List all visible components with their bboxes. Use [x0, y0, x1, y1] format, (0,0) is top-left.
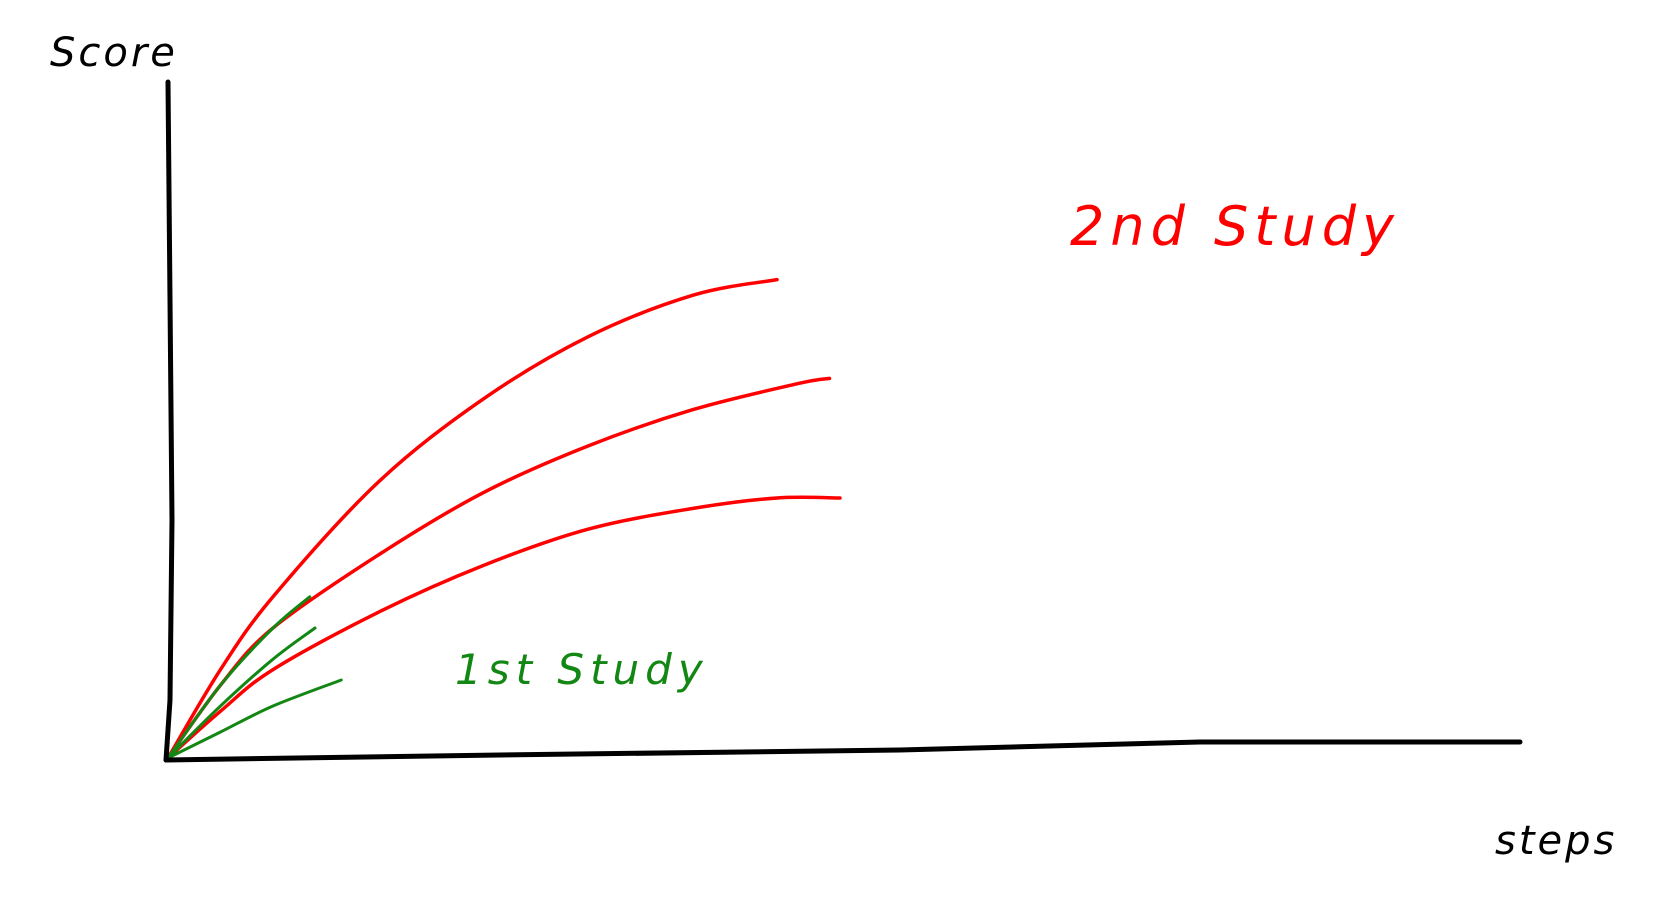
series-line-1st-study-4	[166, 595, 312, 760]
annotation-1st-study: 1st Study	[455, 645, 709, 694]
series-line-2nd-study-2	[166, 376, 832, 760]
series-layer	[166, 277, 842, 760]
annotation-2nd-study: 2nd Study	[1070, 195, 1400, 258]
series-line-2nd-study-3	[166, 495, 842, 760]
y-axis-label: Score	[50, 30, 178, 76]
x-axis-label: steps	[1495, 818, 1618, 864]
series-line-2nd-study-1	[166, 277, 779, 760]
series-line-1st-study-5	[166, 626, 317, 760]
series-line-1st-study-6	[166, 678, 343, 760]
x-axis	[163, 739, 1523, 763]
y-axis	[163, 79, 175, 763]
